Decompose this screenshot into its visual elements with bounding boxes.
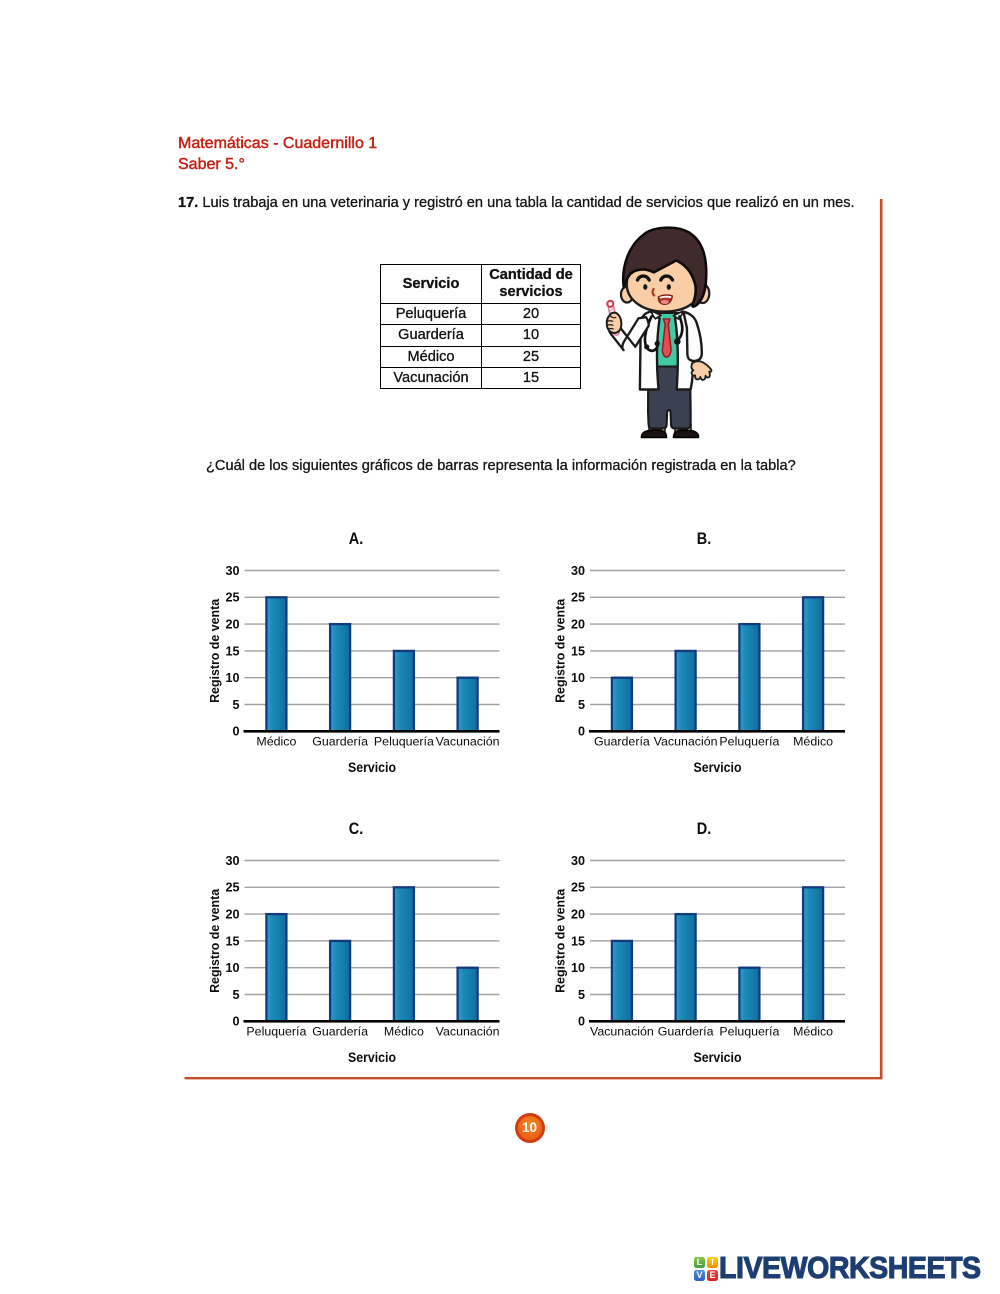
svg-text:20: 20: [571, 618, 585, 632]
svg-text:C.: C.: [349, 820, 364, 838]
svg-text:Guardería: Guardería: [594, 735, 650, 749]
svg-text:Servicio: Servicio: [348, 760, 396, 775]
svg-text:20: 20: [225, 908, 239, 922]
svg-text:15: 15: [225, 644, 239, 658]
svg-text:30: 30: [571, 854, 585, 868]
svg-text:Médico: Médico: [384, 1025, 424, 1039]
svg-text:Médico: Médico: [793, 735, 833, 749]
svg-text:Médico: Médico: [793, 1025, 833, 1039]
svg-text:Vacunación: Vacunación: [654, 735, 718, 749]
svg-text:Vacunación: Vacunación: [436, 1025, 500, 1039]
svg-text:Registro de venta: Registro de venta: [207, 888, 222, 993]
svg-text:Guardería: Guardería: [312, 1025, 368, 1039]
svg-text:Guardería: Guardería: [658, 1025, 714, 1039]
svg-text:Peluquería: Peluquería: [246, 1025, 306, 1039]
svg-text:10: 10: [225, 961, 239, 975]
svg-text:0: 0: [232, 725, 239, 739]
svg-text:15: 15: [571, 934, 585, 948]
svg-text:10: 10: [571, 671, 585, 685]
svg-text:25: 25: [225, 591, 239, 605]
svg-text:5: 5: [578, 698, 585, 712]
svg-text:A.: A.: [349, 530, 364, 548]
svg-text:25: 25: [571, 881, 585, 895]
svg-text:Registro de venta: Registro de venta: [553, 888, 568, 993]
svg-text:20: 20: [225, 618, 239, 632]
svg-text:Peluquería: Peluquería: [374, 735, 434, 749]
svg-text:Servicio: Servicio: [348, 1050, 396, 1065]
svg-text:30: 30: [225, 564, 239, 578]
svg-text:D.: D.: [697, 820, 712, 838]
svg-text:Vacunación: Vacunación: [590, 1025, 654, 1039]
svg-text:Médico: Médico: [256, 735, 296, 749]
svg-text:25: 25: [225, 881, 239, 895]
svg-text:Registro de venta: Registro de venta: [207, 598, 222, 703]
svg-text:Registro de venta: Registro de venta: [553, 598, 568, 703]
svg-text:Vacunación: Vacunación: [436, 735, 500, 749]
svg-text:15: 15: [571, 644, 585, 658]
svg-text:5: 5: [232, 698, 239, 712]
svg-text:10: 10: [571, 961, 585, 975]
svg-text:5: 5: [232, 988, 239, 1002]
svg-text:30: 30: [225, 854, 239, 868]
svg-text:15: 15: [225, 934, 239, 948]
svg-text:5: 5: [578, 988, 585, 1002]
svg-text:B.: B.: [697, 530, 712, 548]
svg-text:10: 10: [225, 671, 239, 685]
svg-text:0: 0: [578, 1015, 585, 1029]
svg-text:Guardería: Guardería: [312, 735, 368, 749]
svg-text:Peluquería: Peluquería: [719, 1025, 779, 1039]
svg-text:Servicio: Servicio: [694, 1050, 742, 1065]
svg-text:25: 25: [571, 591, 585, 605]
svg-text:Servicio: Servicio: [694, 760, 742, 775]
svg-text:Peluquería: Peluquería: [719, 735, 779, 749]
svg-text:0: 0: [578, 725, 585, 739]
svg-text:30: 30: [571, 564, 585, 578]
svg-text:20: 20: [571, 908, 585, 922]
svg-text:0: 0: [232, 1015, 239, 1029]
